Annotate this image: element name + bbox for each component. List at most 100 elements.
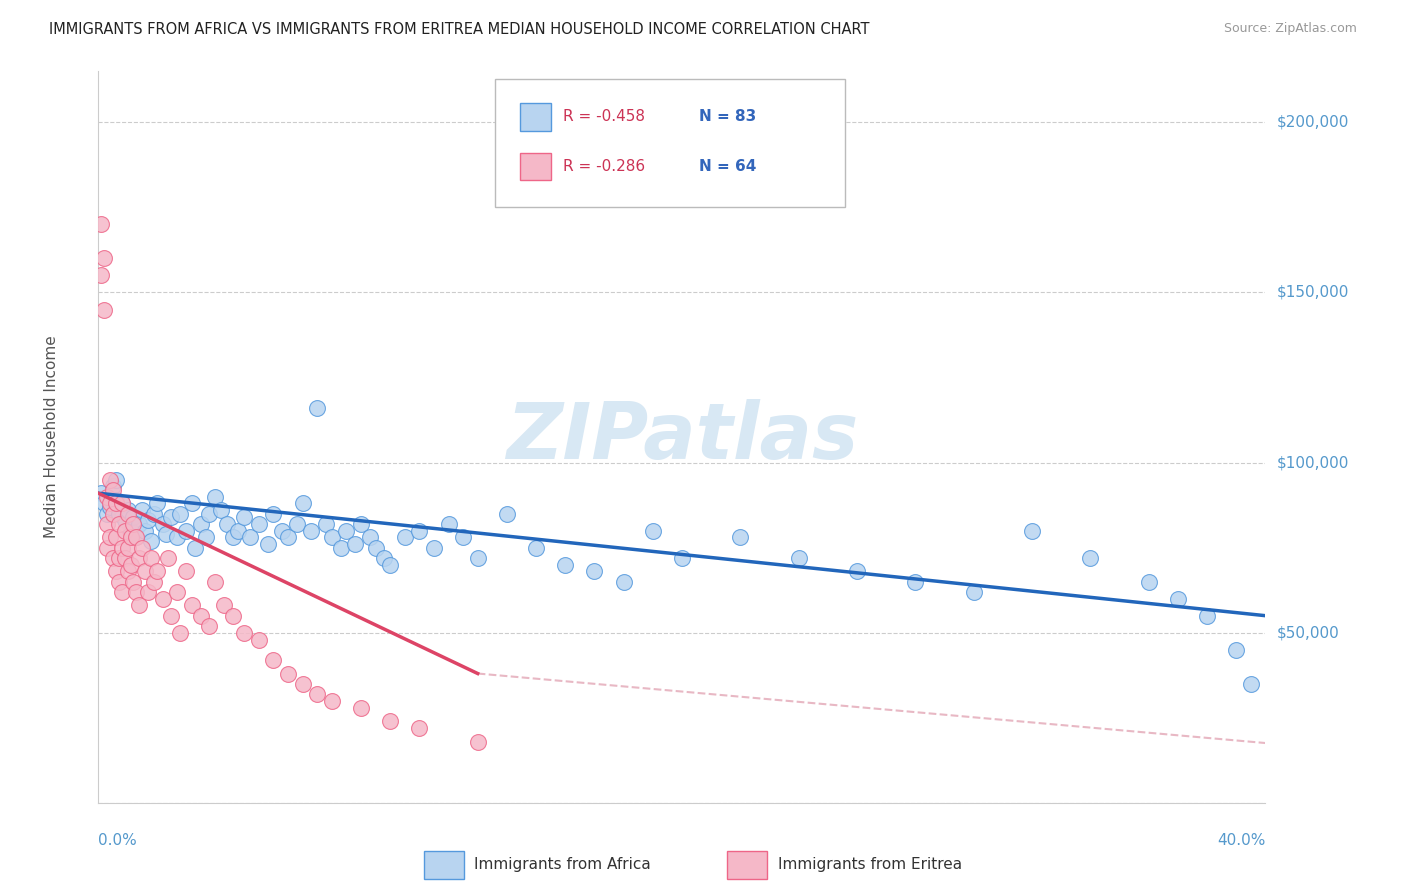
Point — [169, 507, 191, 521]
Point — [104, 565, 127, 579]
Point — [277, 666, 299, 681]
Point — [846, 565, 869, 579]
Point — [117, 503, 139, 517]
Point — [221, 531, 243, 545]
Point — [117, 541, 139, 555]
Point — [108, 507, 131, 521]
Point — [93, 252, 115, 266]
Point — [344, 537, 367, 551]
Point — [122, 510, 145, 524]
Point — [285, 516, 308, 531]
Point — [128, 550, 150, 565]
Point — [467, 734, 489, 748]
Point — [96, 516, 118, 531]
Point — [125, 585, 148, 599]
Point — [104, 496, 127, 510]
Text: $100,000: $100,000 — [1277, 455, 1348, 470]
Point — [93, 496, 115, 510]
Point — [111, 585, 134, 599]
Point — [101, 483, 124, 497]
Point — [101, 479, 124, 493]
Point — [101, 507, 124, 521]
Text: R = -0.286: R = -0.286 — [562, 159, 645, 174]
Point — [1225, 642, 1247, 657]
Point — [90, 486, 112, 500]
Point — [134, 565, 156, 579]
Point — [271, 524, 294, 538]
Point — [299, 524, 322, 538]
Point — [174, 524, 197, 538]
Point — [114, 550, 136, 565]
Point — [90, 268, 112, 283]
Point — [180, 496, 202, 510]
Point — [221, 608, 243, 623]
Text: Source: ZipAtlas.com: Source: ZipAtlas.com — [1223, 22, 1357, 36]
Point — [98, 500, 121, 514]
Point — [125, 531, 148, 545]
Point — [247, 516, 270, 531]
Text: 0.0%: 0.0% — [98, 833, 138, 848]
Point — [496, 507, 519, 521]
Point — [195, 531, 218, 545]
Point — [190, 516, 212, 531]
Point — [962, 585, 984, 599]
Point — [90, 218, 112, 232]
Point — [146, 565, 169, 579]
Point — [169, 625, 191, 640]
Point — [239, 531, 262, 545]
Point — [233, 510, 256, 524]
Point — [335, 524, 357, 538]
Text: Immigrants from Eritrea: Immigrants from Eritrea — [778, 857, 962, 872]
Point — [612, 574, 634, 589]
Point — [350, 700, 373, 714]
Point — [98, 496, 121, 510]
Point — [1137, 574, 1160, 589]
FancyBboxPatch shape — [520, 153, 551, 180]
Point — [583, 565, 606, 579]
Point — [152, 591, 174, 606]
Point — [554, 558, 576, 572]
Point — [350, 516, 373, 531]
Point — [108, 550, 131, 565]
Point — [394, 531, 416, 545]
Point — [437, 516, 460, 531]
Point — [108, 574, 131, 589]
Point — [277, 531, 299, 545]
Point — [122, 516, 145, 531]
Point — [146, 496, 169, 510]
Point — [139, 550, 162, 565]
Point — [247, 632, 270, 647]
Point — [204, 574, 226, 589]
Point — [198, 619, 221, 633]
Point — [787, 550, 810, 565]
Point — [166, 531, 188, 545]
Text: R = -0.458: R = -0.458 — [562, 109, 645, 124]
Point — [1080, 550, 1102, 565]
FancyBboxPatch shape — [425, 851, 464, 879]
Point — [93, 302, 115, 317]
Point — [160, 608, 183, 623]
Point — [380, 714, 402, 728]
Point — [166, 585, 188, 599]
Point — [96, 541, 118, 555]
Point — [136, 513, 159, 527]
Point — [408, 524, 430, 538]
Point — [114, 513, 136, 527]
Point — [152, 516, 174, 531]
Point — [262, 653, 284, 667]
Text: $200,000: $200,000 — [1277, 115, 1348, 130]
Point — [359, 531, 381, 545]
Point — [204, 490, 226, 504]
Point — [212, 599, 235, 613]
Point — [131, 541, 153, 555]
Point — [180, 599, 202, 613]
Point — [120, 531, 142, 545]
Point — [307, 687, 329, 701]
Text: $50,000: $50,000 — [1277, 625, 1340, 640]
Point — [101, 550, 124, 565]
Point — [291, 496, 314, 510]
Point — [114, 524, 136, 538]
Point — [128, 516, 150, 531]
Text: Median Household Income: Median Household Income — [44, 335, 59, 539]
Text: IMMIGRANTS FROM AFRICA VS IMMIGRANTS FROM ERITREA MEDIAN HOUSEHOLD INCOME CORREL: IMMIGRANTS FROM AFRICA VS IMMIGRANTS FRO… — [49, 22, 870, 37]
